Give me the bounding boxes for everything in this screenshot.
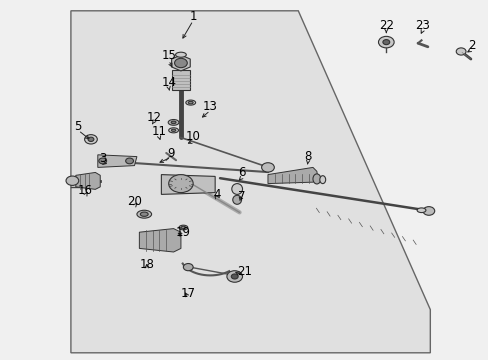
Ellipse shape: [319, 176, 325, 184]
Text: 4: 4: [213, 188, 221, 201]
Text: 11: 11: [151, 125, 166, 138]
Ellipse shape: [181, 226, 185, 229]
Circle shape: [88, 137, 94, 141]
Text: 12: 12: [146, 111, 161, 123]
Circle shape: [455, 48, 465, 55]
Text: 6: 6: [238, 166, 245, 179]
Text: 14: 14: [161, 76, 176, 89]
Ellipse shape: [231, 184, 242, 194]
Circle shape: [382, 40, 389, 45]
Text: 8: 8: [304, 150, 311, 163]
Text: 20: 20: [127, 195, 142, 208]
Text: 9: 9: [167, 147, 175, 159]
Circle shape: [226, 271, 242, 282]
Ellipse shape: [140, 212, 148, 216]
Polygon shape: [98, 155, 137, 167]
Ellipse shape: [175, 52, 186, 57]
Text: 2: 2: [467, 39, 475, 51]
Circle shape: [231, 274, 238, 279]
Ellipse shape: [171, 129, 176, 131]
Text: 17: 17: [181, 287, 195, 300]
Polygon shape: [161, 175, 215, 194]
Text: 5: 5: [74, 120, 82, 132]
Text: 21: 21: [237, 265, 251, 278]
Ellipse shape: [168, 128, 178, 133]
Circle shape: [174, 58, 187, 68]
Ellipse shape: [171, 121, 176, 124]
Bar: [172, 70, 189, 90]
Circle shape: [99, 158, 106, 164]
Circle shape: [261, 163, 274, 172]
Text: 10: 10: [185, 130, 200, 143]
Polygon shape: [267, 167, 317, 184]
Ellipse shape: [312, 174, 320, 184]
Text: 23: 23: [415, 19, 429, 32]
Text: 22: 22: [378, 19, 393, 32]
Polygon shape: [71, 11, 429, 353]
Text: 15: 15: [161, 49, 176, 62]
Circle shape: [66, 176, 79, 185]
Text: 19: 19: [176, 226, 190, 239]
Text: 13: 13: [203, 100, 217, 113]
Ellipse shape: [179, 225, 187, 230]
Circle shape: [168, 175, 193, 193]
Ellipse shape: [137, 210, 151, 218]
Ellipse shape: [188, 102, 193, 104]
Ellipse shape: [168, 120, 179, 125]
Circle shape: [422, 207, 434, 215]
Ellipse shape: [416, 208, 425, 212]
Circle shape: [84, 135, 97, 144]
Text: 18: 18: [139, 258, 154, 271]
Text: 16: 16: [78, 184, 93, 197]
Text: 7: 7: [238, 190, 245, 203]
Text: 1: 1: [189, 10, 197, 23]
Polygon shape: [76, 172, 100, 189]
Polygon shape: [171, 55, 190, 71]
Polygon shape: [139, 229, 181, 252]
Circle shape: [125, 158, 133, 164]
Circle shape: [183, 264, 193, 271]
Text: 3: 3: [99, 152, 106, 165]
Ellipse shape: [232, 195, 241, 204]
Ellipse shape: [185, 100, 195, 105]
Circle shape: [378, 36, 393, 48]
